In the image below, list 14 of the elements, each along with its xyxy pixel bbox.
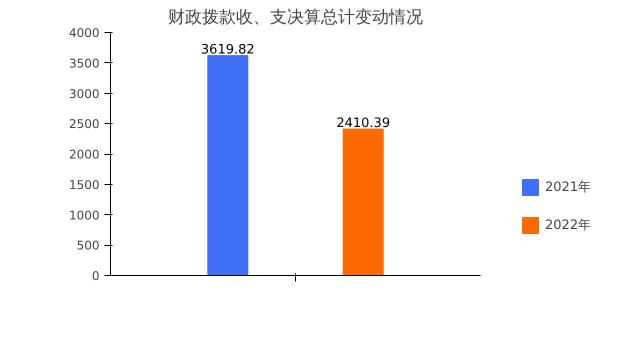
legend-label: 2021年: [545, 179, 592, 196]
y-tick-label: 4000: [68, 26, 100, 40]
y-tick-label: 1500: [68, 178, 100, 192]
data-label: 3619.82: [200, 42, 255, 58]
y-tick-label: 2500: [68, 117, 100, 132]
y-tick-label: 2000: [68, 148, 100, 162]
y-tick-label: 3500: [68, 56, 100, 70]
y-tick-label: 0: [92, 269, 100, 283]
y-tick-label: 3000: [68, 86, 100, 101]
y-tick-label: 500: [76, 238, 100, 253]
y-tick-label: 1000: [68, 208, 100, 222]
legend-label: 2022年: [545, 217, 592, 234]
data-label: 2410.39: [336, 116, 390, 132]
chart-title: 财政拨款收、支决算总计变动情况: [168, 8, 423, 28]
